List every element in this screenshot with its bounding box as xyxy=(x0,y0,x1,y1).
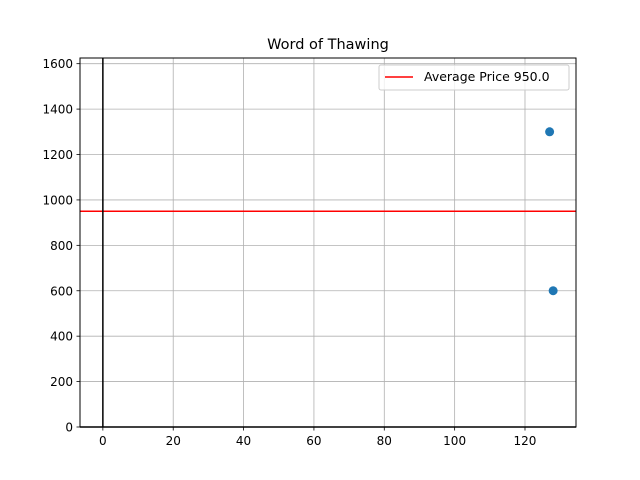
x-tick-label: 120 xyxy=(514,434,537,448)
y-tick-label: 600 xyxy=(50,284,73,298)
x-tick-label: 100 xyxy=(443,434,466,448)
legend: Average Price 950.0 xyxy=(378,64,570,91)
y-tick-label: 400 xyxy=(50,330,73,344)
y-tick-label: 1400 xyxy=(42,103,73,117)
legend-box xyxy=(378,64,570,91)
x-tick-label: 20 xyxy=(166,434,181,448)
grid xyxy=(80,58,576,428)
x-tick-label: 0 xyxy=(99,434,107,448)
x-tick-label: 80 xyxy=(377,434,392,448)
y-tick-label: 1200 xyxy=(42,148,73,162)
y-tick-label: 1000 xyxy=(42,193,73,207)
y-tick-label: 800 xyxy=(50,239,73,253)
chart-title: Word of Thawing xyxy=(267,37,389,53)
scatter-point xyxy=(548,286,558,296)
y-tick-label: 200 xyxy=(50,375,73,389)
scatter-point xyxy=(545,127,555,137)
y-tick-label: 0 xyxy=(65,421,73,435)
x-tick-label: 40 xyxy=(236,434,251,448)
data-points xyxy=(545,127,558,296)
x-tick-label: 60 xyxy=(306,434,321,448)
reference-lines xyxy=(80,58,576,428)
y-tick-label: 1600 xyxy=(42,57,73,71)
plot-frame xyxy=(79,57,577,428)
legend-label: Average Price 950.0 xyxy=(424,69,550,84)
y-axis-ticks: 0 200 400 600 800 1000 1200 1400 1600 xyxy=(42,57,80,435)
x-axis-ticks: 0 20 40 60 80 100 120 xyxy=(99,427,536,448)
